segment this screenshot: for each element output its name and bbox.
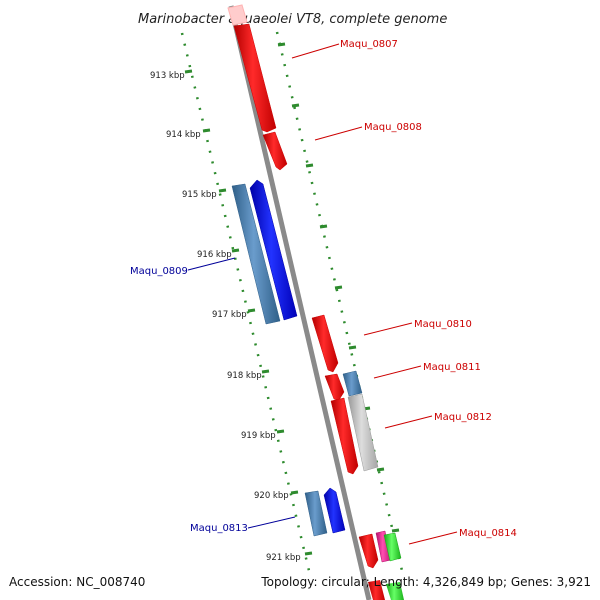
gene-block-maqu-0813-a[interactable] xyxy=(304,490,328,537)
gene-label-maqu-0807[interactable]: Maqu_0807 xyxy=(340,39,398,50)
gene-block-maqu-0814-a[interactable] xyxy=(358,533,379,569)
gene-block-faded-top[interactable] xyxy=(227,4,248,26)
gene-label-maqu-0809[interactable]: Maqu_0809 xyxy=(130,266,188,277)
scale-tick-918 xyxy=(261,369,270,374)
gene-block-maqu-0812-a[interactable] xyxy=(330,397,359,475)
gene-block-partial-red[interactable] xyxy=(368,580,385,600)
kbp-label-918: 918 kbp xyxy=(227,371,262,381)
gene-block-maqu-0812-b[interactable] xyxy=(347,393,379,472)
gene-features xyxy=(227,4,404,600)
gene-label-maqu-0814[interactable]: Maqu_0814 xyxy=(459,528,517,539)
gene-block-maqu-0811-a[interactable] xyxy=(324,373,345,401)
gene-block-maqu-0808[interactable] xyxy=(262,131,288,171)
kbp-label-913: 913 kbp xyxy=(150,71,185,81)
gene-label-maqu-0810[interactable]: Maqu_0810 xyxy=(414,319,472,330)
label-leader-lines xyxy=(187,43,458,545)
gene-block-maqu-0810[interactable] xyxy=(311,314,339,373)
genome-summary-text: Topology: circular; Length: 4,326,849 bp… xyxy=(261,575,591,589)
gene-label-maqu-0812[interactable]: Maqu_0812 xyxy=(434,412,492,423)
kbp-label-914: 914 kbp xyxy=(166,130,201,140)
gene-block-maqu-0811-b[interactable] xyxy=(342,370,363,397)
gene-block-maqu-0813-b[interactable] xyxy=(323,487,346,534)
gene-label-maqu-0808[interactable]: Maqu_0808 xyxy=(364,122,422,133)
kbp-label-916: 916 kbp xyxy=(197,250,232,260)
gene-block-partial-green[interactable] xyxy=(386,582,404,600)
kbp-label-920: 920 kbp xyxy=(254,491,289,501)
gene-block-maqu-0814-c[interactable] xyxy=(383,532,402,562)
scale-tick-921 xyxy=(304,551,313,556)
gene-block-maqu-0809-a[interactable] xyxy=(231,183,281,325)
genome-backbone xyxy=(228,5,372,600)
accession-text: Accession: NC_008740 xyxy=(9,575,146,589)
gene-block-maqu-0809-b[interactable] xyxy=(249,179,298,321)
gene-block-maqu-0807[interactable] xyxy=(233,23,277,133)
kbp-label-921: 921 kbp xyxy=(266,553,301,563)
scale-tick-915 xyxy=(218,188,227,193)
gene-label-maqu-0813[interactable]: Maqu_0813 xyxy=(190,523,248,534)
scale-tick-914 xyxy=(202,128,211,133)
scale-tick-917 xyxy=(247,308,256,313)
scale-tick-919 xyxy=(276,429,285,434)
forward-scale-ticks xyxy=(277,42,400,533)
kbp-label-917: 917 kbp xyxy=(212,310,247,320)
kbp-label-919: 919 kbp xyxy=(241,431,276,441)
gene-label-maqu-0811[interactable]: Maqu_0811 xyxy=(423,362,481,373)
scale-tick-916 xyxy=(231,248,240,253)
genome-title: Marinobacter aquaeolei VT8, complete gen… xyxy=(138,12,447,27)
scale-tick-920 xyxy=(290,490,299,495)
reverse-scale-ticks xyxy=(184,69,313,556)
scale-tick-913 xyxy=(184,69,193,74)
kbp-label-915: 915 kbp xyxy=(182,190,217,200)
